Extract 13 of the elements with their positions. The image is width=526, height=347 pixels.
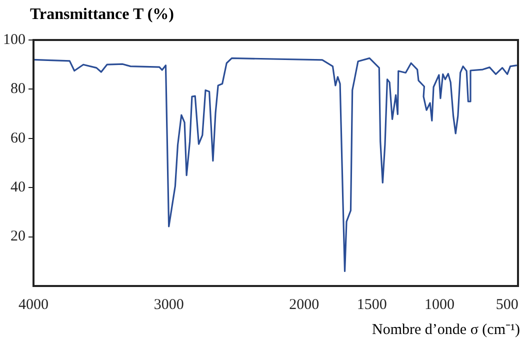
x-tick-label: 500 <box>496 296 518 313</box>
y-axis-title: Transmittance T (%) <box>30 6 174 24</box>
x-tick-label: 1000 <box>424 296 455 313</box>
y-tick-label: 20 <box>10 228 26 245</box>
y-tick-label: 60 <box>10 130 26 146</box>
y-tick-label: 100 <box>3 32 26 48</box>
x-tick-label: 4000 <box>18 296 48 313</box>
y-tick-label: 80 <box>10 81 26 98</box>
x-axis-title: Nombre d’onde σ (cm⁻¹) <box>372 321 520 339</box>
x-tick-label: 1500 <box>356 296 387 313</box>
x-tick-label: 2000 <box>289 296 320 313</box>
y-tick-label: 40 <box>10 180 26 196</box>
x-tick-label: 3000 <box>154 296 184 313</box>
